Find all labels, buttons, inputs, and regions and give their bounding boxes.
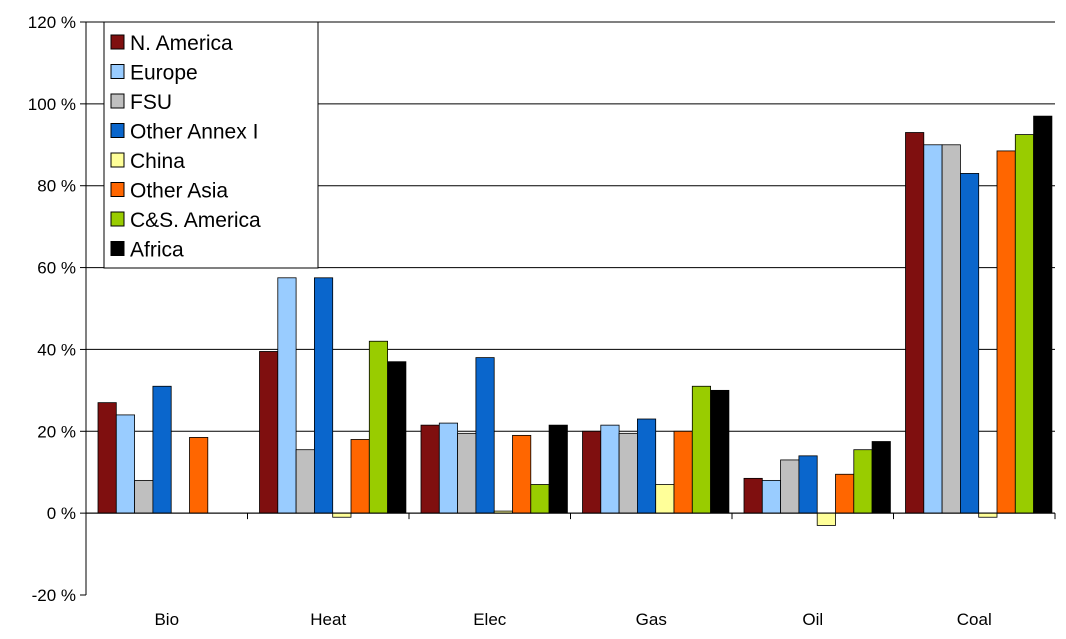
x-tick-label: Elec xyxy=(473,610,507,629)
bar xyxy=(295,449,315,514)
bar xyxy=(189,437,209,514)
x-tick-label: Oil xyxy=(802,610,823,629)
axes: -20 % 0 % 20 % 40 % 60 % 80 % 100 % 120 % Bio Hea… xyxy=(28,13,1056,629)
bar xyxy=(97,402,117,514)
y-tick-label: 60 % xyxy=(37,259,76,278)
bar xyxy=(368,340,388,514)
bar xyxy=(743,477,763,514)
bar xyxy=(313,277,334,514)
legend: N. America Europe FSU Other Annex I China Oth… xyxy=(103,21,319,269)
bar xyxy=(438,422,458,514)
bar xyxy=(600,424,620,514)
bar xyxy=(960,173,980,514)
bar xyxy=(618,432,638,514)
bar xyxy=(637,418,657,514)
bar xyxy=(152,385,172,514)
legend-label: Other Annex I xyxy=(130,121,258,144)
legend-swatch xyxy=(110,64,125,79)
bar xyxy=(978,512,998,518)
bar xyxy=(853,449,873,514)
x-tick-label: Coal xyxy=(957,610,992,629)
bar xyxy=(420,424,440,514)
bar xyxy=(941,144,961,514)
x-tick-label: Heat xyxy=(310,610,346,629)
legend-swatch xyxy=(110,152,125,168)
bar xyxy=(710,389,730,514)
legend-swatch xyxy=(110,123,125,138)
bar xyxy=(655,484,675,514)
legend-label: C&S. America xyxy=(130,209,261,232)
bar xyxy=(673,430,693,514)
bar xyxy=(259,351,279,514)
legend-label: FSU xyxy=(130,91,172,114)
legend-swatch xyxy=(110,211,125,227)
bar xyxy=(530,484,550,514)
y-tick-label: 40 % xyxy=(37,340,76,359)
x-tick-label: Gas xyxy=(636,610,667,629)
bar xyxy=(871,441,891,514)
bar xyxy=(350,439,370,514)
bar xyxy=(277,277,297,514)
legend-swatch xyxy=(110,241,125,256)
bar xyxy=(816,512,836,526)
y-tick-label: 80 % xyxy=(37,177,76,196)
bar xyxy=(691,385,711,514)
bar xyxy=(798,455,818,514)
bar xyxy=(512,434,532,514)
bar xyxy=(548,424,568,514)
bar xyxy=(835,473,855,514)
x-tick-label: Bio xyxy=(154,610,179,629)
bar xyxy=(582,430,602,514)
legend-label: Africa xyxy=(130,239,184,262)
legend-label: N. America xyxy=(130,32,233,55)
y-tick-label: 0 % xyxy=(47,504,76,523)
bar xyxy=(332,512,352,518)
legend-swatch xyxy=(110,34,125,50)
bar xyxy=(475,357,495,514)
y-tick-label: 20 % xyxy=(37,422,76,441)
bar xyxy=(923,144,943,514)
y-tick-label: 120 % xyxy=(28,13,76,32)
legend-label: Europe xyxy=(130,62,198,85)
bar xyxy=(761,479,781,514)
bar xyxy=(1014,134,1034,514)
legend-box xyxy=(103,21,319,269)
bar xyxy=(134,479,154,514)
bar xyxy=(387,361,407,514)
bar xyxy=(115,414,136,514)
y-tick-label: -20 % xyxy=(32,586,76,605)
bar xyxy=(780,459,800,514)
bar xyxy=(1033,115,1053,514)
legend-swatch xyxy=(110,93,125,109)
y-tick-label: 100 % xyxy=(28,95,76,114)
bar xyxy=(996,150,1016,514)
bar xyxy=(457,432,477,514)
legend-swatch xyxy=(110,182,125,197)
legend-label: China xyxy=(130,150,185,173)
bar xyxy=(905,132,925,514)
legend-label: Other Asia xyxy=(130,180,228,203)
